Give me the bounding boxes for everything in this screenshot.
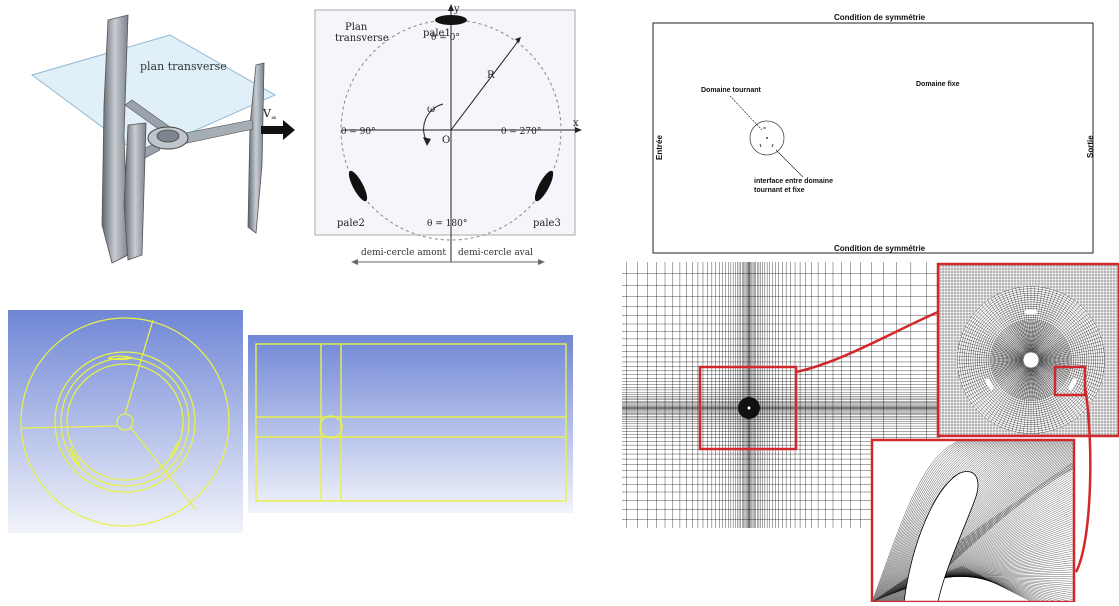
division-line-2 xyxy=(22,426,118,428)
blade-front xyxy=(124,123,146,260)
blade-hole-1 xyxy=(1024,310,1038,314)
freestream-arrow xyxy=(261,126,283,134)
hub-circle xyxy=(117,414,133,430)
outer-boundary-circle xyxy=(21,318,229,526)
downstream-label: demi-cercle aval xyxy=(458,248,533,258)
upstream-label: demi-cercle amont xyxy=(361,248,446,258)
theta-180-label: θ = 180° xyxy=(427,219,467,229)
mesh-drawing xyxy=(622,262,1119,602)
turbine-3d-drawing: plan transverse xyxy=(20,5,280,270)
downstream-arrowhead xyxy=(538,259,545,265)
rotor-mesh-zoom xyxy=(938,264,1119,436)
rotor-zone-circle xyxy=(320,416,342,438)
interface-circle-3 xyxy=(67,364,183,480)
domain-frame xyxy=(653,23,1093,253)
interface-label-1: interface entre domaine xyxy=(754,178,833,185)
computational-domain: Condition de symmétrie Condition de symm… xyxy=(650,10,1115,258)
omega-label: ω xyxy=(427,104,435,115)
mesh-view xyxy=(622,262,1119,602)
plane-label-line-1: Plan xyxy=(345,22,368,33)
plane-label: plan transverse xyxy=(140,60,227,73)
inlet-label: Entrée xyxy=(655,135,664,160)
cad-domain-partition xyxy=(248,335,573,513)
division-line-1 xyxy=(125,320,153,414)
plane-label-line-2: transverse xyxy=(335,33,389,44)
rotating-domain-label: Domaine tournant xyxy=(701,87,762,94)
blade-mesh-zoom xyxy=(872,440,1119,602)
axis-x-label: x xyxy=(573,118,579,129)
bottom-boundary-label: Condition de symmétrie xyxy=(834,244,926,253)
turbine-3d-view: plan transverse xyxy=(20,5,280,270)
upstream-arrowhead xyxy=(351,259,358,265)
theta-270-label: θ = 270° xyxy=(501,127,541,137)
velocity-label: V∞ xyxy=(262,107,277,122)
radius-label: R xyxy=(487,70,495,81)
cad-blade-3 xyxy=(170,440,180,458)
rotor-center-dot xyxy=(766,137,768,139)
cad-rotor-drawing xyxy=(8,310,243,533)
polar-schematic: V∞ y x pale1 pale2 pale3 Plan transverse… xyxy=(255,0,600,275)
cad-rotor-geometry xyxy=(8,310,243,533)
freestream-arrowhead xyxy=(283,120,295,140)
blade-left xyxy=(102,15,128,263)
cad-domain-drawing xyxy=(248,335,573,513)
polar-schematic-drawing: V∞ y x pale1 pale2 pale3 Plan transverse… xyxy=(255,0,600,275)
top-boundary-label: Condition de symmétrie xyxy=(834,13,926,22)
theta-0-label: θ = 0° xyxy=(431,33,460,43)
interface-circle-1 xyxy=(55,352,195,492)
outlet-label: Sortie xyxy=(1086,135,1095,158)
rotor-hub-hole xyxy=(1025,354,1037,366)
interface-label-2: tournant et fixe xyxy=(754,187,805,194)
axis-y-label: y xyxy=(453,4,460,15)
origin-label: O xyxy=(442,135,450,146)
theta-90-label: θ = 90° xyxy=(341,127,376,137)
blade-2-label: pale2 xyxy=(337,218,365,229)
blade-1-shape xyxy=(435,15,467,25)
outer-domain-rect xyxy=(256,344,566,501)
fixed-domain-label: Domaine fixe xyxy=(916,81,960,88)
interface-circle-2 xyxy=(61,358,189,486)
hub-bore xyxy=(157,130,179,142)
domain-drawing: Condition de symmétrie Condition de symm… xyxy=(650,10,1115,258)
blade-3-label: pale3 xyxy=(533,218,561,229)
rotor-hub-dot xyxy=(748,407,751,410)
